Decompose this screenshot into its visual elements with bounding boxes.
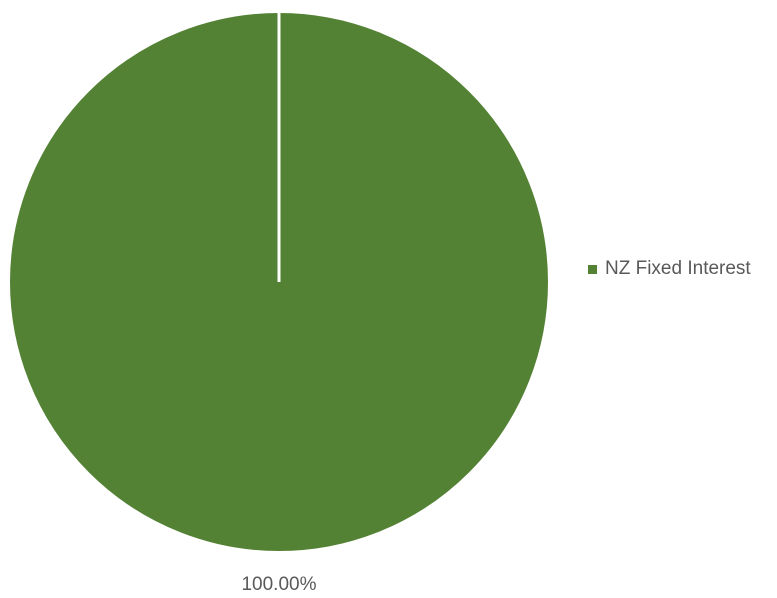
legend-swatch <box>588 264 597 274</box>
legend-label: NZ Fixed Interest <box>605 258 751 279</box>
legend: NZ Fixed Interest <box>588 257 751 281</box>
data-label: 100.00% <box>241 574 316 595</box>
